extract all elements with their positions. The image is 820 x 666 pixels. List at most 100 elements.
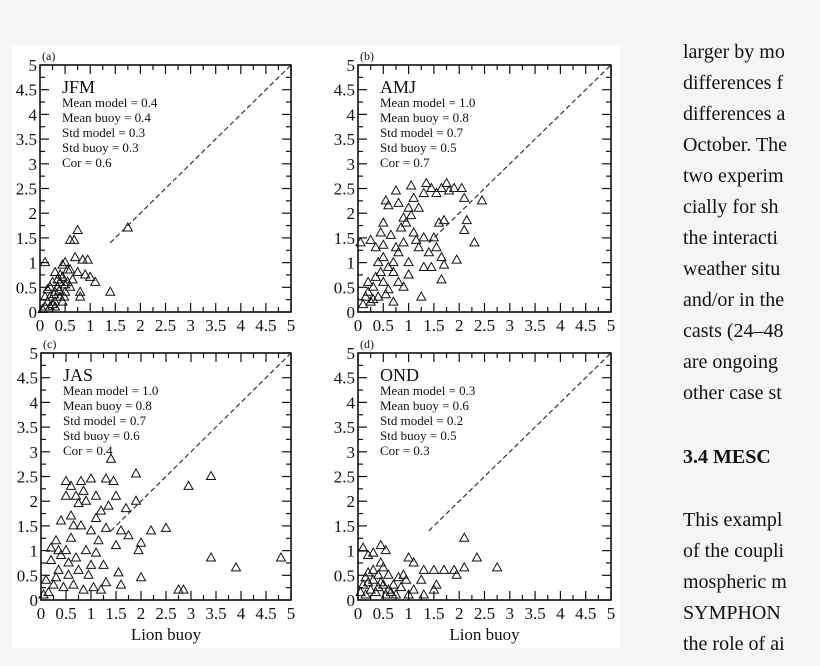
triangle-point xyxy=(275,551,287,562)
x-tick-label: 0.5 xyxy=(54,316,75,335)
triangle-point xyxy=(70,551,82,562)
triangle-point xyxy=(362,286,374,296)
triangle-point xyxy=(375,226,387,237)
triangle-point xyxy=(383,584,394,594)
triangle-point xyxy=(69,251,81,262)
triangle-point xyxy=(80,495,92,505)
triangle-point xyxy=(390,241,402,252)
triangle-point xyxy=(47,276,58,286)
triangle-point xyxy=(448,182,460,192)
triangle-point xyxy=(49,266,61,276)
stats-line: Std model = 0.7 xyxy=(380,125,464,140)
x-tick-label: 3 xyxy=(506,316,515,335)
triangle-point xyxy=(365,296,377,306)
text-line: October. The xyxy=(683,134,788,156)
triangle-point xyxy=(385,586,397,597)
x-tick-label: 4 xyxy=(556,604,565,623)
triangle-point xyxy=(60,490,72,500)
y-tick-label: 3.5 xyxy=(334,130,355,149)
y-tick-label: 0 xyxy=(29,303,38,322)
stats-line: Mean model = 1.0 xyxy=(380,95,475,110)
one-to-one-line xyxy=(428,64,612,244)
y-tick-label: 1 xyxy=(30,542,39,561)
triangle-point xyxy=(388,579,399,589)
triangle-point xyxy=(413,241,425,252)
triangle-point xyxy=(451,569,463,579)
x-tick-label: 0.5 xyxy=(373,316,394,335)
y-tick-label: 2.5 xyxy=(17,468,38,487)
triangle-point xyxy=(418,261,430,272)
triangle-point xyxy=(73,564,84,574)
text-line: the role of ai xyxy=(683,633,785,655)
x-tick-label: 1.5 xyxy=(423,316,444,335)
x-tick-label: 5 xyxy=(607,604,616,623)
triangle-point xyxy=(45,554,57,564)
triangle-point xyxy=(53,544,64,555)
triangle-point xyxy=(55,549,67,560)
text-line: cially for sh xyxy=(683,196,779,218)
triangle-point xyxy=(78,584,89,594)
text-line: SYMPHON xyxy=(683,602,781,624)
x-axis-label: Lion buoy xyxy=(131,625,202,644)
x-tick-label: 2.5 xyxy=(155,316,176,335)
triangle-point xyxy=(410,234,422,244)
triangle-point xyxy=(73,497,84,508)
triangle-point xyxy=(37,303,48,314)
triangle-point xyxy=(365,584,377,594)
x-tick-label: 2 xyxy=(455,604,464,623)
triangle-point xyxy=(63,569,74,579)
triangle-point xyxy=(68,579,79,589)
triangle-point xyxy=(64,281,76,291)
triangle-point xyxy=(72,266,84,276)
y-tick-label: 1 xyxy=(29,254,38,273)
y-tick-label: 4.5 xyxy=(17,369,38,388)
panel-label: (d) xyxy=(360,337,374,351)
text-line: differences f xyxy=(683,72,784,94)
x-tick-label: 1 xyxy=(404,604,413,623)
stats-line: Mean model = 0.3 xyxy=(380,383,475,398)
text-line: mospheric m xyxy=(683,571,787,593)
triangle-point xyxy=(383,569,394,579)
triangle-point xyxy=(130,495,142,505)
x-tick-label: 1 xyxy=(87,604,96,623)
triangle-point xyxy=(110,539,122,550)
triangle-point xyxy=(458,192,470,202)
triangle-point xyxy=(377,239,389,249)
triangle-point xyxy=(398,236,409,247)
triangle-point xyxy=(367,564,379,574)
triangle-point xyxy=(372,569,384,579)
x-tick-label: 0 xyxy=(354,316,363,335)
triangle-point xyxy=(357,542,369,552)
triangle-point xyxy=(52,273,63,284)
text-line: other case st xyxy=(683,382,782,404)
stats-line: Cor = 0.6 xyxy=(62,155,112,170)
triangle-point xyxy=(133,544,144,555)
triangle-point xyxy=(115,524,127,535)
triangle-point xyxy=(104,286,116,296)
triangle-point xyxy=(59,286,71,296)
triangle-point xyxy=(65,532,77,542)
x-tick-label: 4.5 xyxy=(575,604,596,623)
triangle-point xyxy=(40,574,52,584)
y-tick-label: 2.5 xyxy=(334,468,355,487)
triangle-point xyxy=(413,202,425,212)
triangle-point xyxy=(377,251,389,262)
triangle-point xyxy=(130,468,142,478)
triangle-point xyxy=(469,236,480,247)
triangle-point xyxy=(436,273,447,284)
x-tick-label: 1.5 xyxy=(423,604,444,623)
x-tick-label: 3.5 xyxy=(205,604,226,623)
x-tick-label: 4 xyxy=(237,604,246,623)
triangle-point xyxy=(355,586,366,597)
triangle-point xyxy=(390,184,402,195)
panel-label: (b) xyxy=(360,49,374,63)
triangle-point xyxy=(145,524,157,535)
one-to-one-line xyxy=(110,352,292,532)
triangle-point xyxy=(380,194,392,205)
triangle-point xyxy=(75,475,87,485)
text-line: two experim xyxy=(683,165,784,187)
triangle-point xyxy=(431,241,442,252)
x-tick-label: 4.5 xyxy=(255,316,276,335)
y-tick-label: 5 xyxy=(347,344,356,363)
one-to-one-line xyxy=(428,352,612,532)
